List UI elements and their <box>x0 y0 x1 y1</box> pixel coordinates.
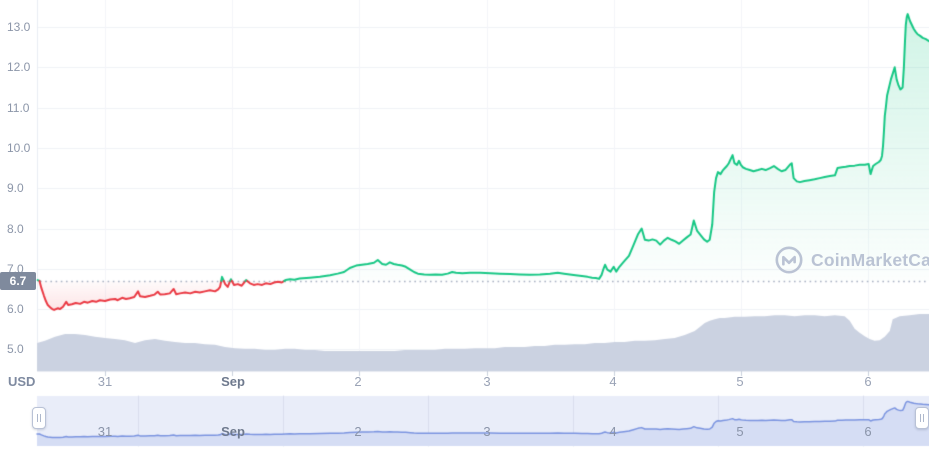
coinmarketcap-watermark: CoinMarketCap <box>774 245 929 275</box>
watermark-text: CoinMarketCap <box>811 249 929 270</box>
navigator-label: 2 <box>354 424 362 439</box>
y-axis-label: 12.0 <box>7 60 31 74</box>
navigator-left-handle[interactable] <box>32 407 46 429</box>
y-axis-label: 5.0 <box>7 342 24 356</box>
x-axis-label: 6 <box>864 374 872 389</box>
x-axis-label: Sep <box>221 374 245 389</box>
currency-label: USD <box>8 374 36 389</box>
navigator-label: 3 <box>483 424 491 439</box>
y-axis-label: 10.0 <box>7 141 31 155</box>
y-axis-label: 13.0 <box>7 20 31 34</box>
navigator-label: 4 <box>609 424 617 439</box>
navigator-label: 6 <box>864 424 872 439</box>
x-axis-label: 5 <box>736 374 744 389</box>
x-axis-label: 2 <box>354 374 362 389</box>
navigator-label: 5 <box>736 424 744 439</box>
y-axis-label: 9.0 <box>7 181 24 195</box>
x-axis-label: 31 <box>97 374 113 389</box>
y-axis-label: 11.0 <box>7 101 30 115</box>
y-axis-label: 6.0 <box>7 302 24 316</box>
navigator-label: Sep <box>221 424 245 439</box>
last-price-badge: 6.7 <box>0 272 36 290</box>
y-axis-label: 8.0 <box>7 222 24 236</box>
navigator-label: 31 <box>97 424 113 439</box>
coinmarketcap-logo-icon <box>775 246 803 274</box>
x-axis-label: 4 <box>609 374 617 389</box>
navigator-right-handle[interactable] <box>915 407 929 429</box>
x-axis-label: 3 <box>483 374 491 389</box>
